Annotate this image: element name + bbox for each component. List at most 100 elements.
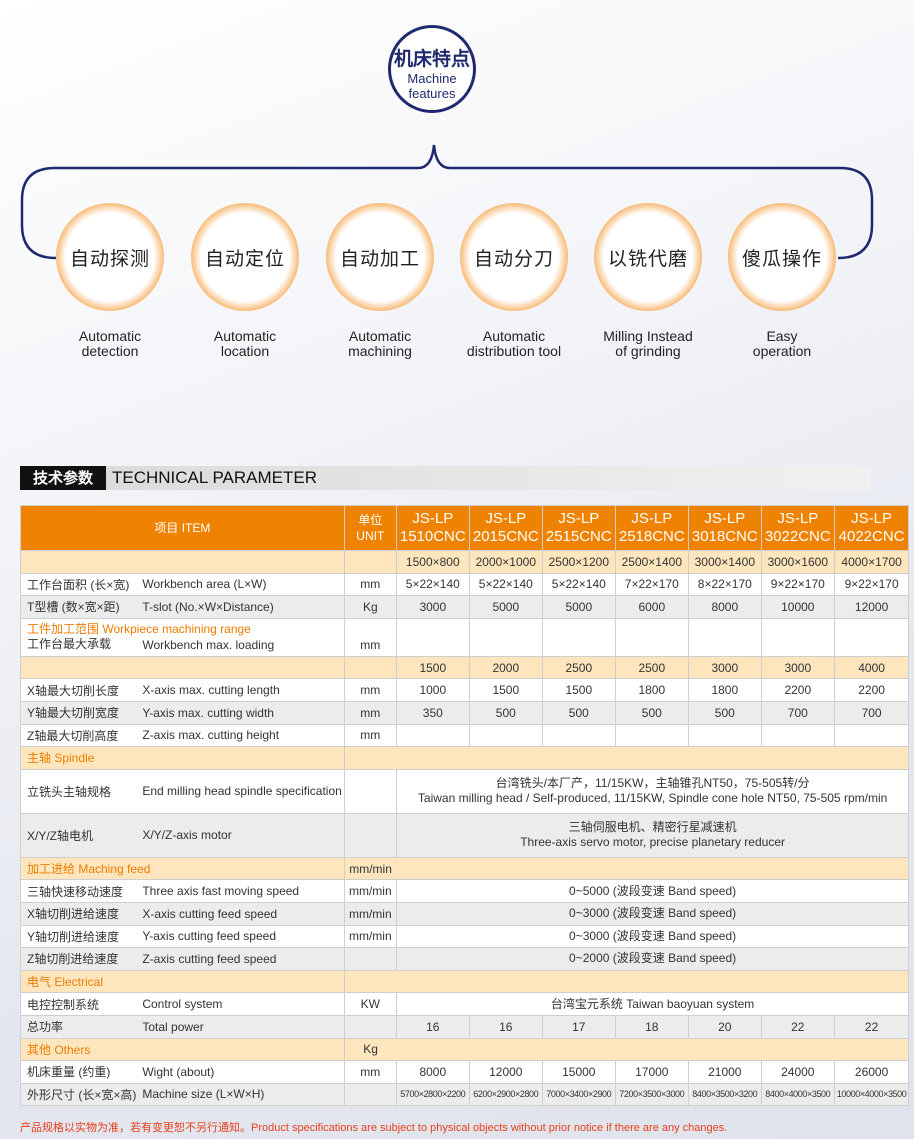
value-cell: 350 <box>395 700 470 725</box>
unit-cell <box>343 1014 397 1039</box>
param-name-cn: X轴最大切削长度 <box>20 678 139 702</box>
value-cell <box>614 723 689 748</box>
model-header: JS-LP 4022CNC <box>833 505 910 551</box>
merged-value-line: 台湾铣头/本厂产，11/15KW，主轴锥孔NT50，75-505转/分 <box>495 776 810 791</box>
feature-label: Easy operation <box>712 329 852 359</box>
merged-value: 台湾宝元系统 Taiwan baoyuan system <box>395 992 910 1016</box>
unit-cell: mm/min <box>343 901 397 926</box>
param-name-en: Workbench max. loading <box>138 617 345 657</box>
value-cell: 12000 <box>468 1060 543 1084</box>
feature-label-line2: distribution tool <box>466 343 562 359</box>
unit-cell <box>343 550 397 574</box>
section-fill <box>396 746 910 770</box>
machine-features-badge: 机床特点 Machine features <box>388 25 476 113</box>
merged-value: 0~3000 (波段变速 Band speed) <box>395 924 910 949</box>
feature-label-line2: operation <box>752 343 812 359</box>
param-name-cn: Z轴最大切削高度 <box>20 723 139 748</box>
value-cell: 1500×800 <box>395 550 470 574</box>
section-label: 加工进给 Maching feed <box>20 856 345 881</box>
param-name-en: Machine size (L×W×H) <box>138 1082 345 1107</box>
value-cell: 5000 <box>468 595 543 619</box>
unit-cell <box>343 746 397 770</box>
value-cell <box>541 723 616 748</box>
value-cell <box>760 723 835 748</box>
value-cell: 8400×3500×3200 <box>687 1082 762 1107</box>
merged-value-line: 台湾宝元系统 Taiwan baoyuan system <box>550 996 755 1011</box>
feature-label-line1: Automatic <box>348 328 412 344</box>
value-cell: 5000 <box>541 595 616 619</box>
feature-circle: 自动定位 <box>191 203 299 311</box>
merged-value: 0~2000 (波段变速 Band speed) <box>395 947 910 971</box>
value-cell: 1800 <box>687 678 762 702</box>
model-number: 1510CNC <box>399 528 466 545</box>
section-fill <box>396 856 910 881</box>
model-number: 3022CNC <box>764 528 831 545</box>
value-cell: 10000×4000×3500 <box>833 1082 910 1107</box>
value-cell: 26000 <box>833 1060 910 1084</box>
value-cell: 2500 <box>614 655 689 680</box>
param-name-en <box>138 550 345 574</box>
value-cell: 1500 <box>541 678 616 702</box>
param-name-cn <box>20 550 139 574</box>
unit-cell: Kg <box>343 595 397 619</box>
value-cell: 500 <box>614 700 689 725</box>
value-cell: 24000 <box>760 1060 835 1084</box>
model-header: JS-LP 3022CNC <box>760 505 835 551</box>
param-name-en: Wight (about) <box>138 1060 345 1084</box>
value-cell <box>468 723 543 748</box>
param-name-en: Y-axis cutting feed speed <box>138 924 345 949</box>
param-name-cn: Y轴切削进给速度 <box>20 924 139 949</box>
merged-value-line: 三轴伺服电机、精密行星减速机 <box>568 820 737 835</box>
unit-cell: mm <box>343 617 397 657</box>
model-number: 2515CNC <box>545 528 612 545</box>
table-row: T型槽 (数×宽×距) T-slot (No.×W×Distance) Kg 3000… <box>20 595 910 619</box>
unit-cell: mm <box>343 678 397 702</box>
table-row: Z轴最大切削高度 Z-axis max. cutting height mm <box>20 723 910 748</box>
item-header: 项目 ITEM <box>20 505 345 551</box>
table-row: 立铣头主轴规格 End milling head spindle specific… <box>20 768 910 814</box>
table-row: 工作台最大承载 工件加工范围 Workpiece machining range W… <box>20 617 910 657</box>
param-name-en: T-slot (No.×W×Distance) <box>138 595 345 619</box>
value-cell: 22 <box>760 1014 835 1039</box>
feature-label: Automatic detection <box>40 329 180 359</box>
model-number: 4022CNC <box>838 528 905 545</box>
disclaimer-note: 产品规格以实物为准，若有变更恕不另行通知。Product specificati… <box>20 1122 728 1134</box>
merged-value: 0~5000 (波段变速 Band speed) <box>395 879 910 903</box>
feature-label-line1: Milling Instead <box>603 328 693 344</box>
bracket-line <box>20 144 874 260</box>
model-header: JS-LP 2015CNC <box>468 505 543 551</box>
table-row: X/Y/Z轴电机 X/Y/Z-axis motor 三轴伺服电机、精密行星减速机 Th… <box>20 812 910 858</box>
unit-cell: mm/min <box>343 856 397 881</box>
value-cell: 5700×2800×2200 <box>395 1082 470 1107</box>
param-name-en: Y-axis max. cutting width <box>138 700 345 725</box>
param-name-cn: 工作台最大承载 工件加工范围 Workpiece machining range <box>20 617 251 657</box>
merged-value-line: 0~3000 (波段变速 Band speed) <box>569 906 737 921</box>
param-name-cn: T型槽 (数×宽×距) <box>20 595 139 619</box>
feature-label-line2: location <box>220 343 270 359</box>
table-row: Z轴切削进给速度 Z-axis cutting feed speed 0~2000 … <box>20 947 910 971</box>
value-cell: 2200 <box>760 678 835 702</box>
unit-header-en: UNIT <box>356 529 385 543</box>
section-label: 其他 Others <box>20 1037 345 1062</box>
value-cell: 3000×1400 <box>687 550 762 574</box>
feature-label-line1: Automatic <box>213 328 277 344</box>
value-cell: 9×22×170 <box>833 572 910 597</box>
model-header: JS-LP 1510CNC <box>395 505 470 551</box>
value-cell: 8000 <box>687 595 762 619</box>
value-cell <box>541 617 616 657</box>
value-cell: 7200×3500×3000 <box>614 1082 689 1107</box>
feature-label: Automatic distribution tool <box>444 329 584 359</box>
value-cell: 500 <box>687 700 762 725</box>
table-row: X轴最大切削长度 X-axis max. cutting length mm 1000… <box>20 678 910 702</box>
value-cell <box>760 617 835 657</box>
merged-value: 0~3000 (波段变速 Band speed) <box>395 901 910 926</box>
unit-cell: mm <box>343 572 397 597</box>
value-cell: 18 <box>614 1014 689 1039</box>
table-row: 主轴 Spindle <box>20 746 910 770</box>
param-name-cn <box>20 655 139 680</box>
merged-value: 三轴伺服电机、精密行星减速机 Three-axis servo motor, pr… <box>395 812 910 858</box>
unit-cell: KW <box>343 992 397 1016</box>
model-series: JS-LP <box>851 510 893 527</box>
value-cell: 2000 <box>468 655 543 680</box>
value-cell: 5×22×140 <box>541 572 616 597</box>
